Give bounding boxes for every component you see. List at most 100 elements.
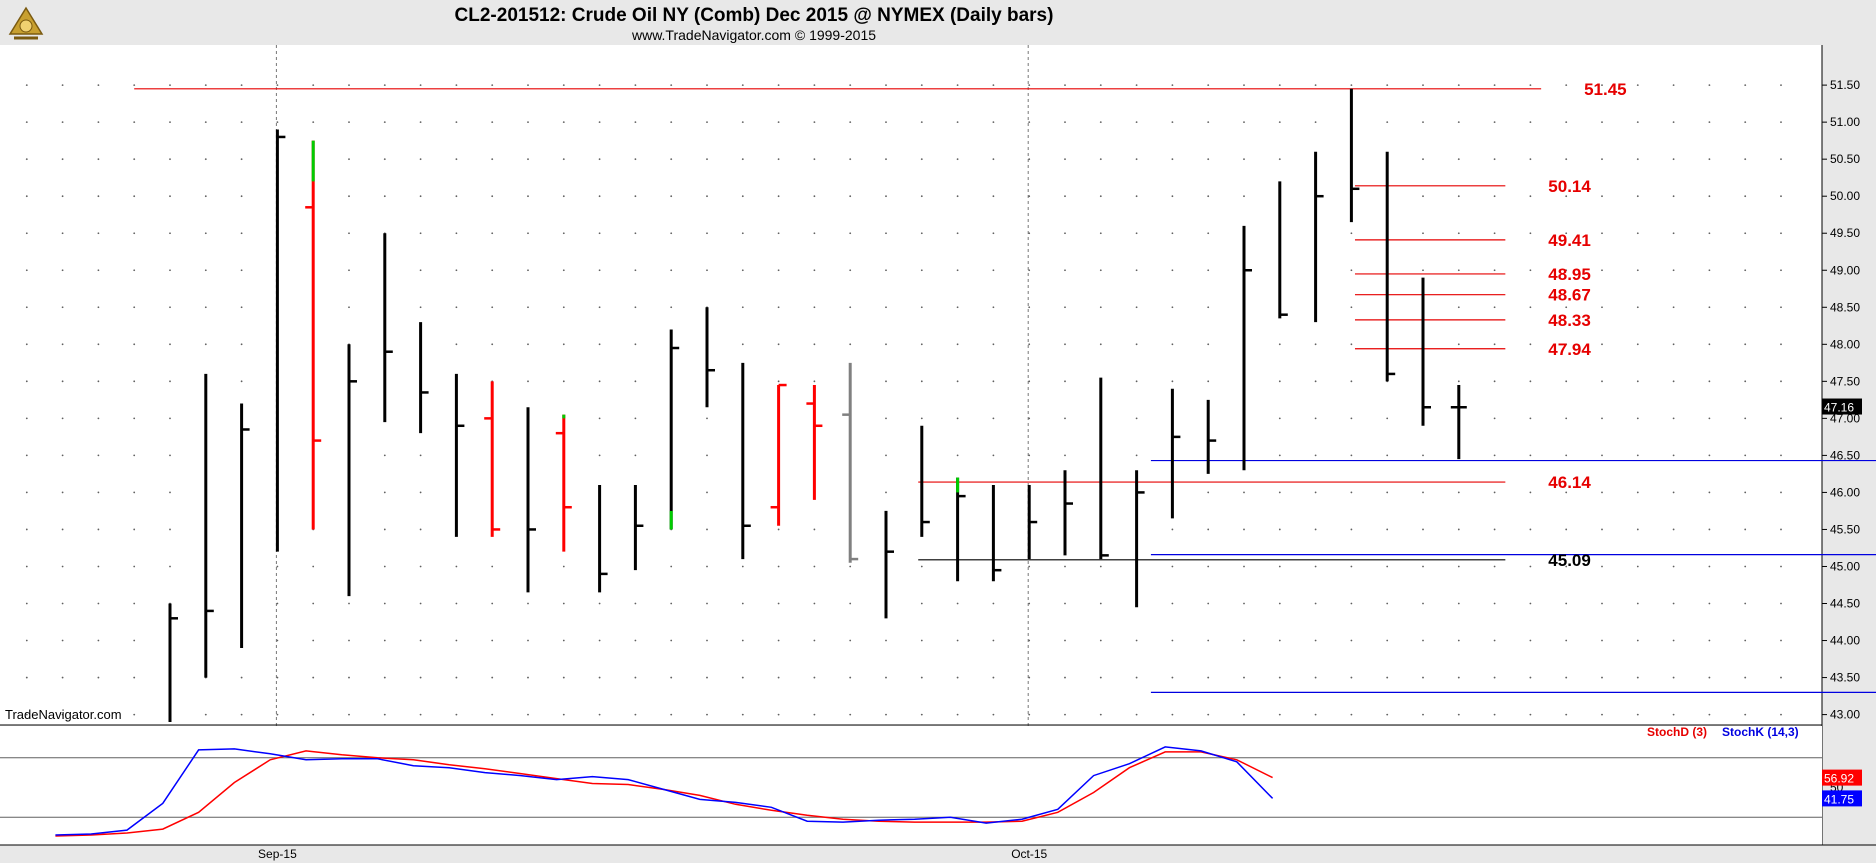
grid-dot [1028, 158, 1031, 161]
grid-dot [312, 639, 315, 642]
grid-dot [1207, 565, 1210, 568]
grid-dot [383, 195, 386, 198]
grid-dot [1636, 306, 1639, 309]
grid-dot [25, 380, 28, 383]
stochastic-panel [0, 726, 1822, 845]
grid-dot [849, 639, 852, 642]
grid-dot [1422, 528, 1424, 531]
stoch-value-label: 41.75 [1824, 792, 1854, 806]
grid-dot [169, 343, 171, 346]
stoch-k-line [55, 746, 1274, 836]
grid-dot [670, 84, 673, 87]
grid-dot [634, 158, 637, 161]
grid-dot [276, 565, 279, 568]
grid-dot [1529, 491, 1532, 494]
grid-dot [598, 343, 601, 346]
grid-dot [1708, 121, 1711, 124]
grid-dot [240, 232, 243, 235]
grid-dot [1565, 454, 1568, 457]
grid-dot [1028, 195, 1031, 198]
grid-dot [1708, 417, 1711, 420]
grid-dot [849, 306, 852, 309]
grid-dot [1278, 565, 1281, 568]
grid-dot [1422, 602, 1424, 605]
grid-dot [276, 676, 279, 679]
price-tick-label: 45.50 [1830, 522, 1860, 536]
grid-dot [1744, 417, 1747, 420]
grid-dot [133, 602, 136, 605]
grid-dot [527, 343, 529, 346]
grid-dot [956, 639, 959, 642]
grid-dot [562, 565, 565, 568]
grid-dot [455, 158, 458, 161]
grid-dot [1457, 84, 1460, 87]
grid-dot [348, 306, 350, 309]
grid-dot [1529, 84, 1532, 87]
grid-dot [1422, 676, 1424, 679]
grid-dot [1207, 676, 1210, 679]
grid-dot [777, 343, 780, 346]
grid-dot [133, 121, 136, 124]
grid-dot [1708, 232, 1711, 235]
grid-dot [1493, 602, 1496, 605]
grid-dot [1314, 121, 1317, 124]
grid-dot [920, 306, 923, 309]
grid-dot [1708, 269, 1711, 272]
grid-dot [741, 232, 744, 235]
grid-dot [1457, 306, 1460, 309]
grid-dot [1636, 602, 1639, 605]
grid-dot [25, 454, 28, 457]
grid-dot [1064, 232, 1066, 235]
grid-dot [25, 676, 28, 679]
grid-dot [527, 195, 529, 198]
grid-dot [25, 121, 28, 124]
grid-dot [1565, 380, 1568, 383]
grid-dot [1064, 713, 1066, 716]
grid-dot [920, 380, 923, 383]
grid-dot [1672, 343, 1675, 346]
grid-dot [1636, 195, 1639, 198]
stochastic-lines [0, 746, 1822, 837]
grid-dot [1780, 158, 1782, 161]
grid-dot [1708, 565, 1711, 568]
grid-dot [1636, 454, 1639, 457]
grid-dot [1028, 565, 1031, 568]
grid-dot [1780, 491, 1782, 494]
price-tick-label: 51.50 [1830, 78, 1860, 92]
grid-dot [61, 121, 64, 124]
grid-dot [813, 306, 816, 309]
grid-dot [1099, 306, 1102, 309]
grid-dot [1171, 676, 1174, 679]
grid-dot [598, 713, 601, 716]
grid-dot [670, 158, 673, 161]
grid-dot [1672, 417, 1675, 420]
grid-dot [419, 158, 422, 161]
grid-dot [1278, 343, 1281, 346]
grid-dot [419, 454, 422, 457]
grid-dot [813, 602, 816, 605]
grid-dot [1672, 491, 1675, 494]
grid-dot [312, 565, 315, 568]
grid-dot [777, 676, 780, 679]
grid-dot [133, 639, 136, 642]
grid-dot [1099, 565, 1102, 568]
grid-dot [920, 158, 923, 161]
grid-dot [1708, 343, 1711, 346]
grid-dot [1135, 84, 1138, 87]
grid-dot [1601, 380, 1603, 383]
grid-dot [1601, 602, 1603, 605]
grid-dot [956, 195, 959, 198]
grid-dot [562, 269, 565, 272]
grid-dot [634, 639, 637, 642]
grid-dot [706, 639, 708, 642]
grid-dot [133, 676, 136, 679]
grid-dot [670, 639, 673, 642]
grid-dot [419, 306, 422, 309]
grid-dot [1601, 269, 1603, 272]
grid-dot [849, 121, 852, 124]
grid-dot [61, 380, 64, 383]
grid-dot [1422, 269, 1424, 272]
current-price-box [1822, 398, 1862, 415]
grid-dot [348, 602, 350, 605]
grid-dot [1171, 232, 1174, 235]
